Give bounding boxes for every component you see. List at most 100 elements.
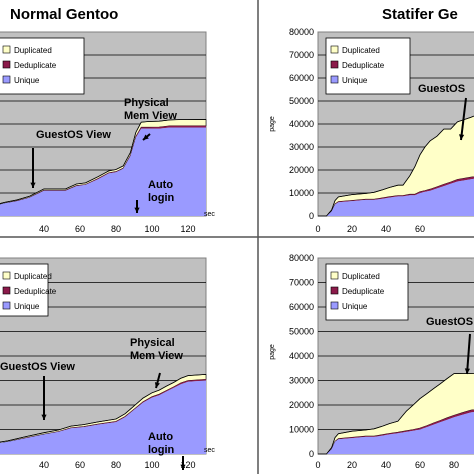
annotation-arrowhead bbox=[30, 182, 36, 188]
chart-title: Normal Gentoo bbox=[10, 6, 118, 23]
chart-panel-top-left: Normal Gentoo 40 60 80 100 120 sec Duplicated De… bbox=[0, 6, 215, 234]
annotation-text: login bbox=[148, 192, 175, 204]
x-axis-unit: sec bbox=[204, 447, 215, 454]
annotation-arrow bbox=[460, 97, 467, 141]
y-tick-label: 20000 bbox=[289, 400, 314, 410]
legend-label: Unique bbox=[14, 302, 40, 311]
y-tick-label: 70000 bbox=[289, 278, 314, 288]
x-tick-label: 80 bbox=[449, 460, 459, 470]
series-outline bbox=[0, 374, 207, 443]
x-tick-label: 120 bbox=[180, 224, 195, 234]
annotation-text: GuestOS bbox=[426, 316, 473, 328]
legend-frame bbox=[325, 263, 409, 321]
legend: Duplicated Deduplicate Unique bbox=[0, 263, 57, 317]
series-outline bbox=[318, 115, 474, 217]
x-tick-label: 0 bbox=[315, 224, 320, 234]
legend-frame bbox=[325, 37, 411, 95]
chart-title: Statifer Ge bbox=[382, 6, 458, 23]
y-tick-label: 70000 bbox=[289, 50, 314, 60]
x-tick-label: 60 bbox=[75, 224, 85, 234]
series-outline bbox=[318, 372, 474, 455]
y-tick-label: 0 bbox=[309, 449, 314, 459]
chart-panel-top-right: Statifer Ge 0 20 40 60 0 10000 20000 30000 40000 5… bbox=[269, 6, 474, 234]
legend-swatch-unique bbox=[330, 75, 339, 84]
annotation-arrowhead bbox=[464, 368, 470, 374]
series-area-unique bbox=[318, 178, 474, 216]
legend-label: Duplicated bbox=[14, 46, 52, 55]
legend-swatch-duplicated bbox=[330, 45, 339, 54]
x-tick-label: 60 bbox=[415, 224, 425, 234]
y-tick-label: 10000 bbox=[289, 425, 314, 435]
legend: Duplicated Deduplicate Unique bbox=[0, 37, 85, 95]
y-tick-label: 60000 bbox=[289, 302, 314, 312]
legend-label: Duplicated bbox=[342, 46, 380, 55]
annotation-arrowhead bbox=[154, 382, 160, 388]
annotation-text: Physical bbox=[124, 97, 169, 109]
x-tick-label: 60 bbox=[415, 460, 425, 470]
annotation-text: GuestOS bbox=[418, 83, 465, 95]
y-tick-label: 50000 bbox=[289, 327, 314, 337]
legend-label: Deduplicate bbox=[14, 287, 57, 296]
y-tick-label: 40000 bbox=[289, 119, 314, 129]
y-tick-label: 60000 bbox=[289, 73, 314, 83]
legend-label: Unique bbox=[342, 76, 368, 85]
y-tick-label: 80000 bbox=[289, 253, 314, 263]
y-tick-label: 30000 bbox=[289, 376, 314, 386]
x-tick-label: 60 bbox=[75, 460, 85, 470]
y-tick-label: 50000 bbox=[289, 96, 314, 106]
y-axis-label: page bbox=[269, 116, 276, 132]
legend-swatch-deduplicate bbox=[330, 60, 339, 69]
legend: Duplicated Deduplicate Unique bbox=[325, 37, 411, 95]
annotation-arrowhead bbox=[143, 134, 149, 140]
legend-label: Duplicated bbox=[342, 272, 380, 281]
annotation-text: GuestOS View bbox=[0, 361, 75, 373]
chart-panel-bottom-right: 0 20 40 60 80 0 10000 20000 30000 40000 50000 60000… bbox=[269, 253, 474, 470]
legend-swatch-duplicated bbox=[2, 271, 11, 280]
legend-swatch-deduplicate bbox=[2, 286, 11, 295]
legend-label: Unique bbox=[14, 76, 40, 85]
annotation-arrowhead bbox=[134, 207, 140, 213]
legend-swatch-deduplicate bbox=[2, 60, 11, 69]
annotation-arrowhead bbox=[41, 414, 47, 420]
annotation-text: Physical bbox=[130, 337, 175, 349]
legend-swatch-duplicated bbox=[2, 45, 11, 54]
y-tick-label: 10000 bbox=[289, 188, 314, 198]
annotation-text: Auto bbox=[148, 179, 173, 191]
x-tick-label: 120 bbox=[180, 460, 195, 470]
annotation-arrowhead bbox=[180, 464, 186, 470]
x-tick-label: 80 bbox=[111, 460, 121, 470]
annotation-arrow bbox=[466, 333, 471, 375]
x-tick-label: 0 bbox=[315, 460, 320, 470]
x-tick-label: 80 bbox=[111, 224, 121, 234]
x-tick-label: 40 bbox=[381, 460, 391, 470]
x-tick-label: 20 bbox=[347, 460, 357, 470]
y-tick-label: 80000 bbox=[289, 27, 314, 37]
legend-label: Deduplicate bbox=[14, 61, 57, 70]
y-tick-label: 40000 bbox=[289, 351, 314, 361]
annotation-text: Mem View bbox=[124, 110, 177, 122]
y-axis-label: page bbox=[269, 344, 276, 360]
y-tick-label: 30000 bbox=[289, 142, 314, 152]
series-area-unique bbox=[0, 127, 206, 216]
legend-frame bbox=[0, 37, 85, 95]
legend-swatch-duplicated bbox=[330, 271, 339, 280]
annotation-text: login bbox=[148, 444, 175, 456]
legend-swatch-deduplicate bbox=[330, 286, 339, 295]
x-tick-label: 20 bbox=[347, 224, 357, 234]
x-tick-label: 40 bbox=[381, 224, 391, 234]
legend-label: Deduplicate bbox=[342, 61, 385, 70]
y-tick-label: 20000 bbox=[289, 165, 314, 175]
legend: Duplicated Deduplicate Unique bbox=[325, 263, 409, 321]
x-tick-label: 100 bbox=[144, 460, 159, 470]
series-area-unique bbox=[0, 380, 206, 454]
legend-swatch-unique bbox=[2, 75, 11, 84]
series-area-deduplicate bbox=[318, 409, 474, 454]
annotation-text: Auto bbox=[148, 431, 173, 443]
x-tick-label: 40 bbox=[39, 224, 49, 234]
legend-swatch-unique bbox=[330, 301, 339, 310]
legend-label: Unique bbox=[342, 302, 368, 311]
series-area-unique bbox=[318, 411, 474, 454]
y-tick-label: 0 bbox=[309, 211, 314, 221]
legend-swatch-unique bbox=[2, 301, 11, 310]
